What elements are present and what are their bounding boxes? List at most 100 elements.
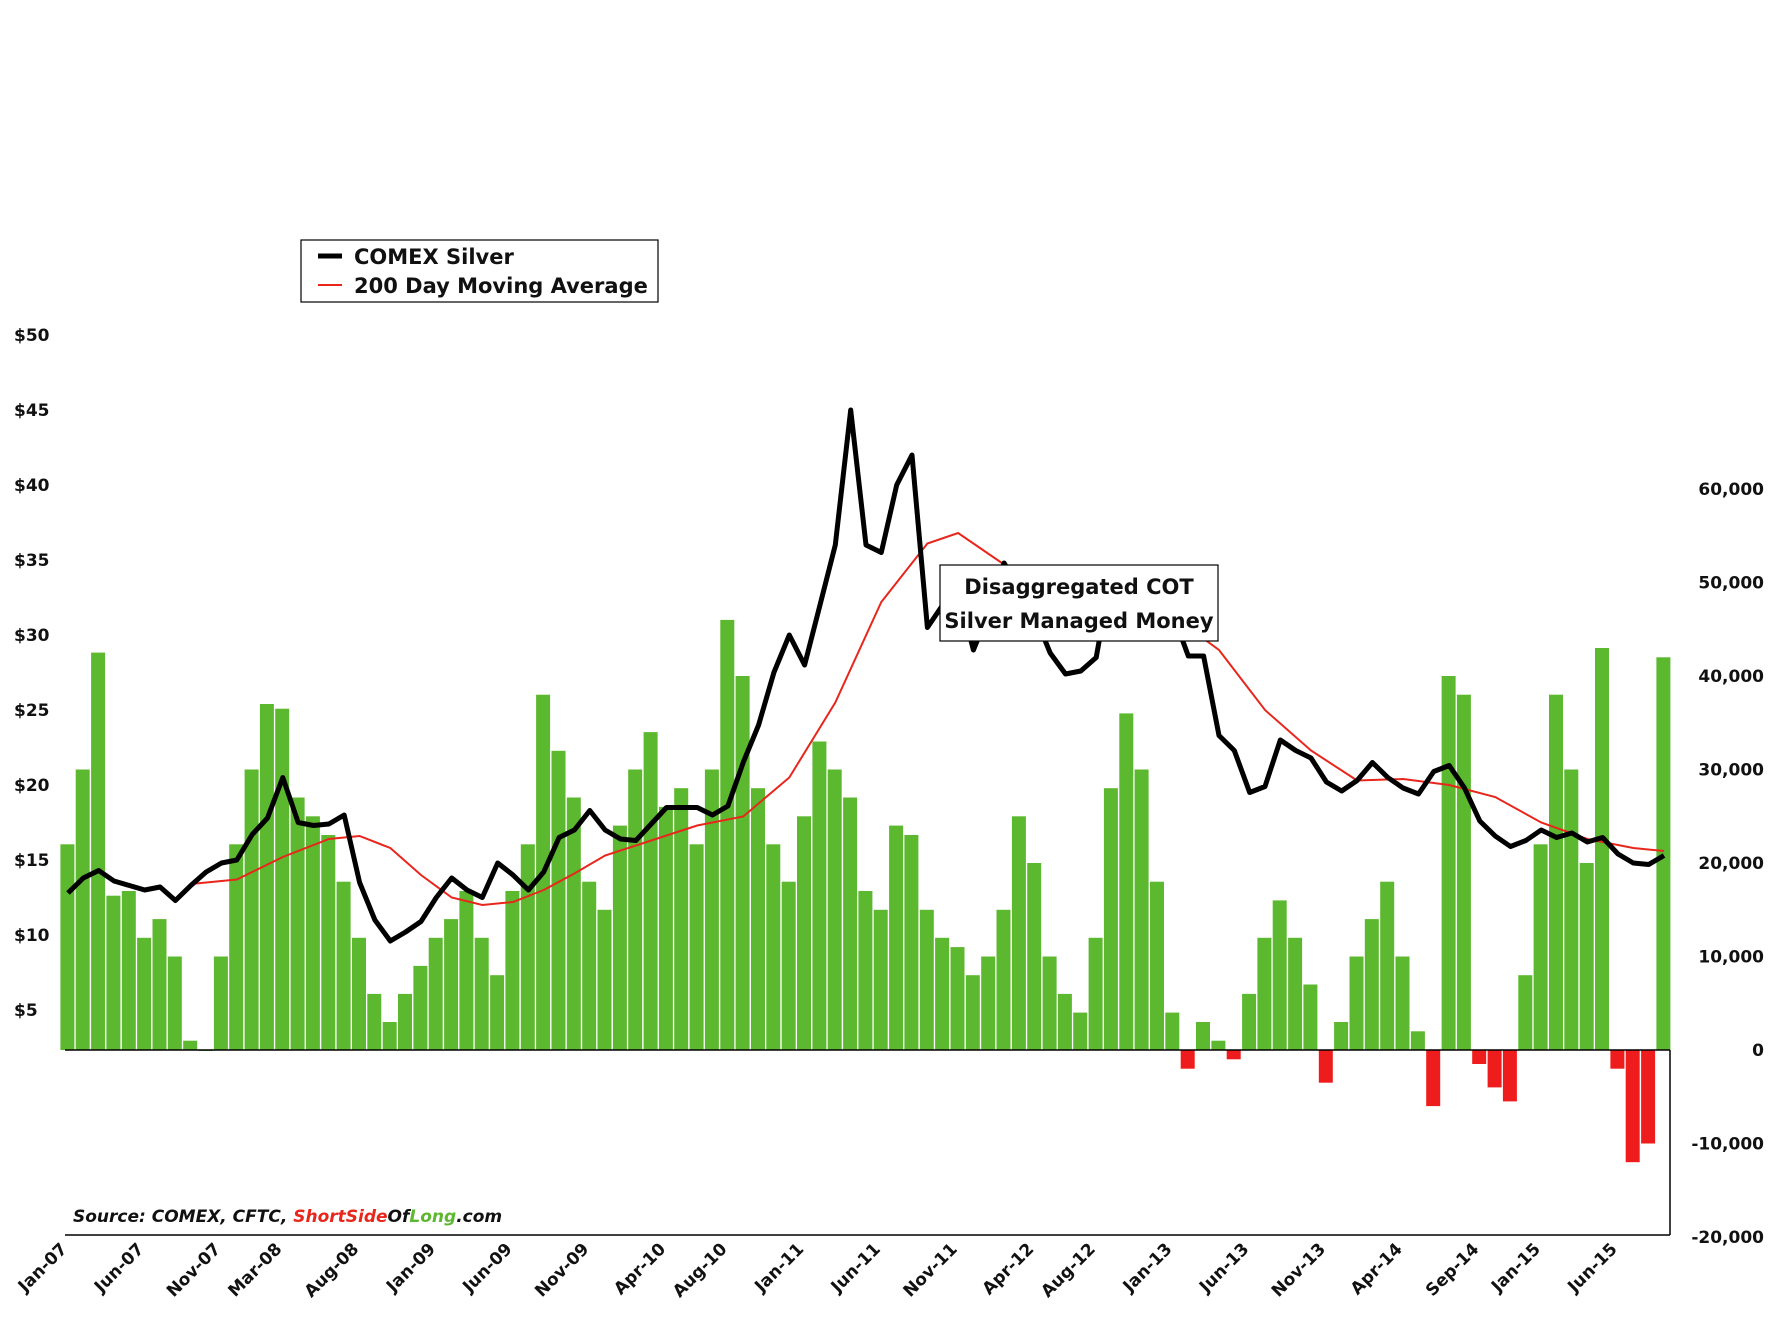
cot-bar	[382, 1022, 397, 1050]
cot-bar	[950, 947, 965, 1050]
cot-bar	[398, 993, 412, 1050]
cot-bar	[1180, 1050, 1195, 1069]
source-short: ShortSide	[293, 1207, 387, 1227]
cot-bar	[720, 619, 735, 1050]
cot-bar	[1288, 937, 1303, 1050]
cot-bar	[336, 881, 351, 1050]
legend-label-ma: 200 Day Moving Average	[354, 274, 648, 298]
x-tick-label: Jun-15	[1563, 1239, 1621, 1297]
cot-bar	[1027, 863, 1042, 1050]
cot-bar	[1349, 956, 1364, 1050]
legend-box	[300, 239, 659, 303]
cot-bar	[1472, 1050, 1487, 1064]
cot-bar	[121, 891, 136, 1050]
left-tick-label: $20	[14, 776, 50, 796]
cot-bar	[183, 1040, 198, 1050]
cot-bar	[290, 797, 305, 1050]
cot-bar	[566, 797, 581, 1050]
cot-bar	[597, 909, 612, 1051]
x-tick-label: Jan-15	[1487, 1239, 1545, 1297]
cot-bar	[1257, 937, 1272, 1050]
cot-bar	[628, 769, 643, 1050]
cot-bar	[1610, 1050, 1625, 1069]
cot-bar	[229, 844, 244, 1050]
cot-bar	[1134, 769, 1149, 1050]
annotation-line-2: Silver Managed Money	[944, 609, 1213, 633]
cot-bar	[1042, 956, 1057, 1050]
cot-bar	[1150, 881, 1164, 1050]
cot-bar	[1441, 676, 1456, 1050]
right-tick-label: 40,000	[1698, 667, 1764, 687]
cot-bar	[858, 891, 873, 1050]
cot-bar	[505, 891, 520, 1050]
x-tick-label: Jun-07	[90, 1239, 148, 1297]
x-tick-label: Sep-14	[1422, 1239, 1483, 1300]
cot-bar	[797, 816, 811, 1051]
cot-bar	[1226, 1050, 1241, 1060]
cot-bar	[213, 956, 228, 1050]
cot-bar	[1533, 844, 1548, 1050]
right-tick-label: 60,000	[1698, 480, 1764, 500]
cot-bar	[75, 769, 90, 1050]
cot-bar	[1656, 657, 1671, 1050]
left-axis-ticks: $50 $45 $40 $35 $30 $25 $20 $15 $10 $5	[14, 326, 50, 1021]
x-tick-label: Aug-10	[669, 1239, 731, 1301]
x-tick-label: Nov-13	[1268, 1239, 1330, 1301]
cot-bar	[137, 937, 152, 1050]
source-note: Source: COMEX, CFTC, ShortSideOfLong.com	[73, 1207, 502, 1227]
cot-bar	[1641, 1050, 1656, 1144]
cot-bar	[643, 732, 658, 1050]
left-tick-label: $10	[14, 926, 50, 946]
cot-bar	[413, 965, 428, 1050]
legend-label-silver: COMEX Silver	[354, 245, 514, 269]
cot-bar	[459, 891, 474, 1050]
left-tick-label: $45	[14, 401, 50, 421]
x-tick-label: Jun-13	[1195, 1239, 1253, 1297]
cot-bar	[935, 937, 950, 1050]
left-tick-label: $15	[14, 851, 50, 871]
cot-bar	[1502, 1050, 1517, 1102]
cot-bar	[152, 919, 167, 1050]
x-tick-label: Jan-11	[750, 1239, 808, 1297]
cot-bar	[981, 956, 996, 1050]
cot-bar	[965, 975, 980, 1050]
annotation-frame	[939, 564, 1219, 642]
annotation-box: Disaggregated COT Silver Managed Money	[939, 564, 1219, 642]
cot-bar	[60, 844, 75, 1050]
cot-bar	[658, 806, 673, 1050]
cot-bar	[367, 993, 382, 1050]
cot-bar	[551, 750, 566, 1050]
cot-bar	[1242, 993, 1257, 1050]
cot-bar	[167, 956, 182, 1050]
cot-bar	[1564, 769, 1579, 1050]
cot-bar	[1595, 648, 1609, 1050]
x-tick-label: Jan-09	[382, 1239, 440, 1297]
cot-bar	[766, 844, 781, 1050]
cot-bar	[582, 881, 597, 1050]
legend: COMEX Silver 200 Day Moving Average	[300, 239, 659, 303]
moving-average-line	[190, 531, 1665, 907]
cot-bar	[1057, 993, 1072, 1050]
cot-bar	[1549, 694, 1563, 1050]
left-tick-label: $5	[14, 1001, 38, 1021]
cot-bar	[1380, 881, 1395, 1050]
cot-bar	[1318, 1050, 1333, 1083]
cot-bar	[1395, 956, 1410, 1050]
source-prefix: Source: COMEX, CFTC,	[73, 1207, 293, 1227]
cot-bar	[1579, 863, 1594, 1050]
right-tick-label: 10,000	[1698, 948, 1764, 968]
left-tick-label: $35	[14, 551, 50, 571]
cot-bar	[674, 788, 689, 1050]
cot-bar	[275, 708, 290, 1050]
cot-bar	[1410, 1031, 1425, 1050]
cot-bar	[1487, 1050, 1502, 1088]
x-tick-label: Mar-08	[224, 1239, 286, 1301]
cot-bar	[843, 797, 858, 1050]
cot-bar	[996, 909, 1011, 1051]
cot-bar	[259, 704, 274, 1050]
x-tick-label: Apr-10	[610, 1239, 670, 1299]
cot-bar	[612, 825, 627, 1050]
right-tick-label: 50,000	[1698, 574, 1764, 594]
cot-bar	[1272, 900, 1287, 1050]
managed-money-bars	[60, 619, 1671, 1163]
